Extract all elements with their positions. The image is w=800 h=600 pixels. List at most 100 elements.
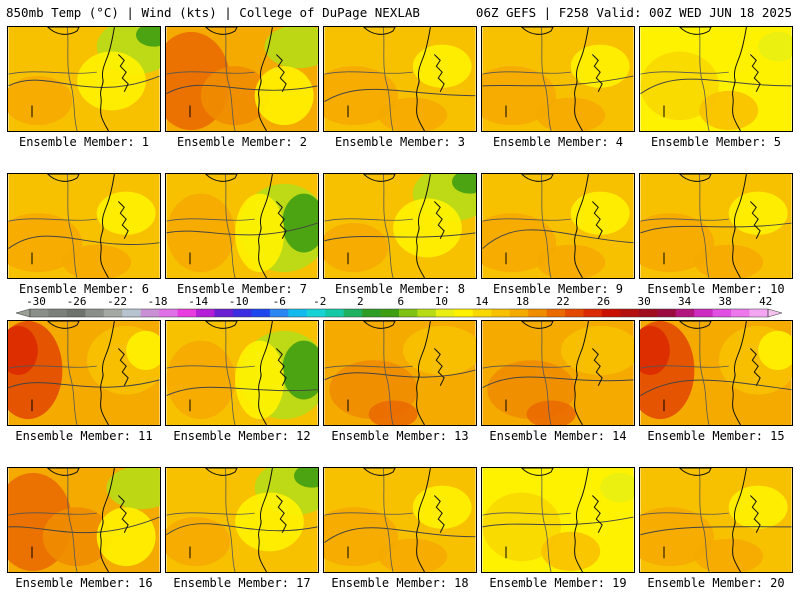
colorbar-swatch (694, 309, 713, 317)
ensemble-member-label: Ensemble Member: 5 (650, 135, 782, 149)
state-border (382, 468, 394, 572)
colorbar-tick-label: -6 (273, 295, 286, 308)
colorbar-tick-label: 30 (637, 295, 650, 308)
isotherm-contour (166, 386, 318, 397)
isotherm-contour (324, 232, 476, 242)
coastline (416, 174, 431, 278)
state-border (166, 71, 255, 75)
colorbar-tick-label: -30 (26, 295, 46, 308)
colorbar-swatch (731, 309, 750, 317)
colorbar-swatch (712, 309, 732, 317)
temperature-map (324, 468, 476, 572)
coastline (117, 495, 129, 533)
temperature-map (640, 174, 792, 278)
temperature-map (8, 321, 160, 425)
ensemble-panel (323, 320, 477, 426)
colorbar-swatch (472, 309, 492, 317)
coastline (100, 321, 115, 425)
great-lakes-outline (47, 27, 80, 35)
state-border (640, 218, 729, 222)
great-lakes-outline (679, 174, 712, 182)
state-border (224, 174, 236, 278)
coastline (117, 201, 129, 239)
temperature-map (166, 321, 318, 425)
colorbar-swatch (177, 309, 197, 317)
great-lakes-outline (363, 468, 396, 476)
ensemble-member-label: Ensemble Member: 3 (334, 135, 466, 149)
ensemble-panel (7, 320, 161, 426)
state-border (540, 174, 552, 278)
ensemble-panel (639, 467, 793, 573)
ensemble-panel (323, 26, 477, 132)
colorbar-swatch (546, 309, 566, 317)
colorbar-swatch (399, 309, 418, 317)
temperature-map (324, 174, 476, 278)
state-border (382, 174, 394, 278)
coastline (258, 174, 273, 278)
coastline (749, 54, 761, 92)
color-scale-bar: -30 -26 -22 -18 -14 -10 -6 -2 2 6 10 14 18 22 26 30 34 38… (15, 295, 783, 318)
colorbar-swatch (583, 309, 603, 317)
coastline (275, 348, 287, 386)
colorbar-swatch (417, 309, 437, 317)
colorbar-swatch (140, 309, 160, 317)
colorbar-swatch (528, 309, 547, 317)
temperature-map (640, 321, 792, 425)
ensemble-member-label: Ensemble Member: 19 (489, 576, 627, 590)
coastline (732, 174, 747, 278)
ensemble-member-label: Ensemble Member: 15 (647, 429, 785, 443)
great-lakes-outline (363, 174, 396, 182)
ensemble-member-label: Ensemble Member: 13 (331, 429, 469, 443)
coastline (749, 495, 761, 533)
coastline (275, 495, 287, 533)
ensemble-panel (165, 173, 319, 279)
ensemble-member-label: Ensemble Member: 11 (15, 429, 153, 443)
coastline (275, 54, 287, 92)
coastline (258, 468, 273, 572)
coastline (258, 321, 273, 425)
coastline (117, 348, 129, 386)
state-border (166, 365, 255, 369)
colorbar-tick-label: 14 (475, 295, 489, 308)
colorbar-swatch (122, 309, 141, 317)
great-lakes-outline (205, 468, 238, 476)
coastline (574, 174, 589, 278)
ensemble-panel (7, 26, 161, 132)
ensemble-panel (639, 173, 793, 279)
colorbar-swatch (620, 309, 640, 317)
colorbar-arrow-right (767, 308, 783, 318)
state-border (8, 71, 97, 75)
state-border (224, 321, 236, 425)
colorbar-swatch (48, 309, 68, 317)
ensemble-panel (7, 467, 161, 573)
ensemble-panel (639, 320, 793, 426)
temperature-map (166, 174, 318, 278)
ensemble-member-label: Ensemble Member: 4 (492, 135, 624, 149)
temperature-map (640, 27, 792, 131)
great-lakes-outline (363, 27, 396, 35)
colorbar-swatch (491, 309, 510, 317)
colorbar-swatch (435, 309, 455, 317)
colorbar-tick-label: 2 (357, 295, 364, 308)
state-border (8, 512, 97, 516)
ensemble-member-label: Ensemble Member: 9 (492, 282, 624, 296)
colorbar-swatch (657, 309, 677, 317)
great-lakes-outline (679, 468, 712, 476)
coastline (591, 201, 603, 239)
ensemble-member-label: Ensemble Member: 18 (331, 576, 469, 590)
ensemble-member-label: Ensemble Member: 20 (647, 576, 785, 590)
colorbar-swatch (454, 309, 474, 317)
isotherm-contour (8, 379, 160, 389)
ensemble-panel (481, 26, 635, 132)
state-border (482, 365, 571, 369)
ensemble-member-label: Ensemble Member: 8 (334, 282, 466, 296)
great-lakes-outline (47, 321, 80, 329)
ensemble-panel (165, 26, 319, 132)
ensemble-member-label: Ensemble Member: 17 (173, 576, 311, 590)
colorbar-tick-label: -10 (229, 295, 249, 308)
colorbar-tick-label: 38 (719, 295, 732, 308)
ensemble-panel (7, 173, 161, 279)
state-border (482, 512, 571, 516)
state-border (698, 468, 710, 572)
great-lakes-outline (363, 321, 396, 329)
